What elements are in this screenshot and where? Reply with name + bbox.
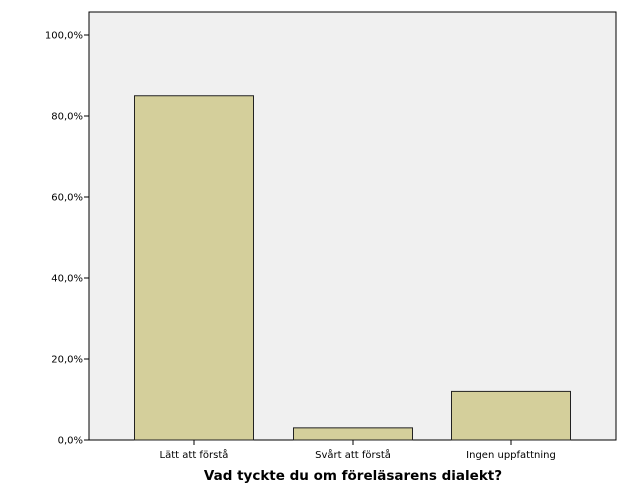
bars [134,95,571,441]
bar [451,390,571,441]
y-tick-label: 40,0% [51,274,83,285]
x-tick-label: Svårt att förstå [315,448,391,461]
y-tick-label: 20,0% [51,355,83,366]
y-tick-label: 60,0% [51,193,83,204]
y-tick-label: 80,0% [51,112,83,123]
bar [293,427,413,441]
bar [134,95,254,441]
x-tick-label: Ingen uppfattning [466,450,556,461]
x-tick-label: Lätt att förstå [160,448,229,461]
x-axis-title: Vad tyckte du om föreläsarens dialekt? [204,468,502,484]
y-tick-label: 0,0% [58,436,83,447]
x-axis: Lätt att förstå Svårt att förstå Ingen upp… [160,440,556,461]
y-axis: 0,0% 20,0% 40,0% 60,0% 80,0% 100,0% [45,31,89,447]
y-tick-label: 100,0% [45,31,83,42]
